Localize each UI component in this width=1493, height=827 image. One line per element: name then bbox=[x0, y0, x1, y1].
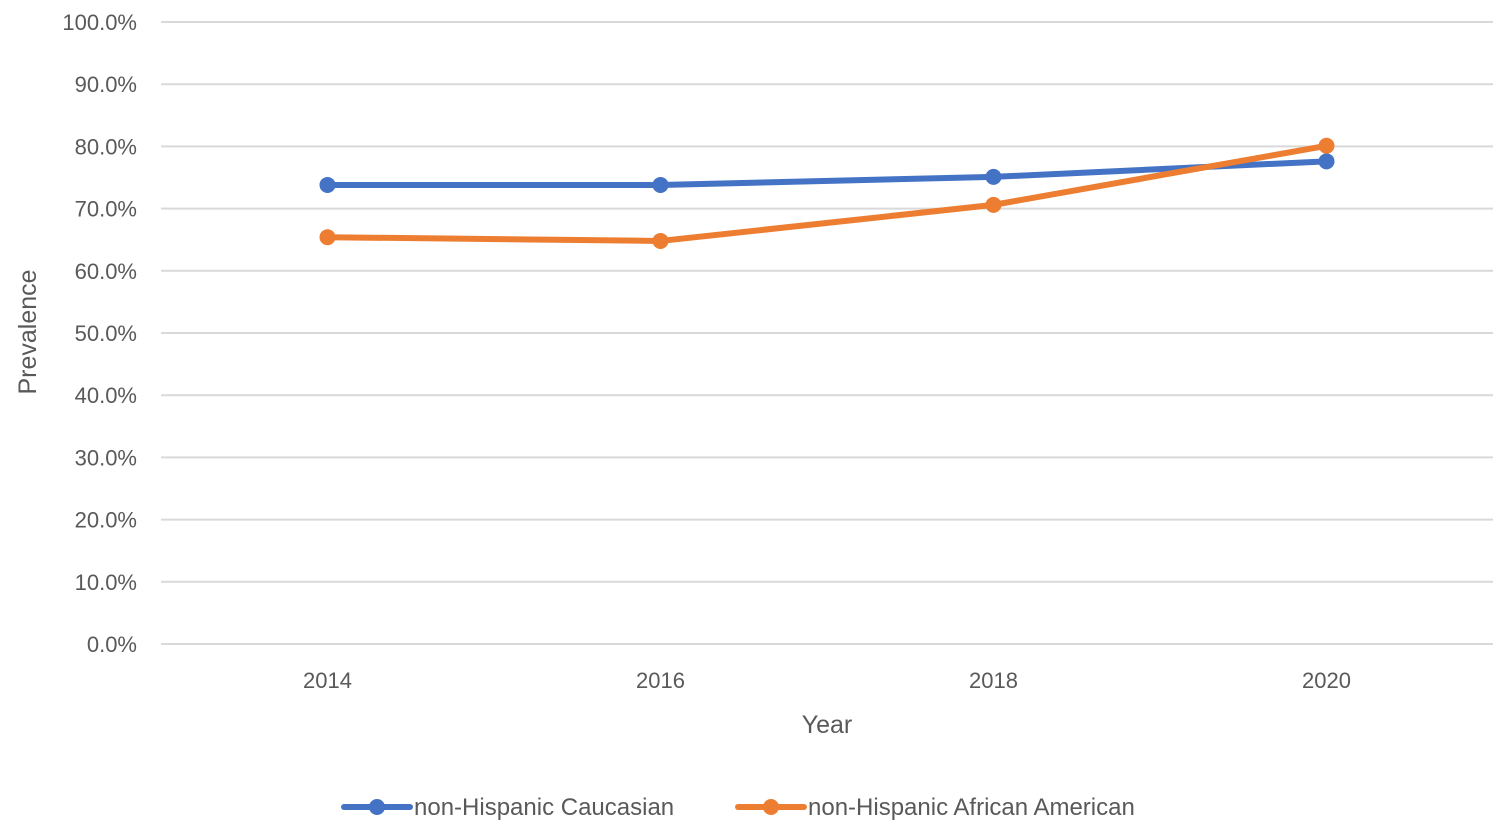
y-tick-label: 0.0% bbox=[87, 632, 137, 657]
gridlines bbox=[161, 21, 1493, 645]
legend-item-african-american: non-Hispanic African American bbox=[735, 794, 1135, 821]
y-tick-label: 30.0% bbox=[75, 445, 137, 470]
x-axis-ticks: 2014 2016 2018 2020 bbox=[303, 668, 1351, 693]
data-point bbox=[985, 168, 1002, 185]
y-tick-label: 50.0% bbox=[75, 321, 137, 346]
x-axis-title: Year bbox=[802, 711, 853, 739]
legend-swatch-marker bbox=[369, 799, 385, 815]
legend-label: non-Hispanic African American bbox=[808, 794, 1135, 821]
data-point bbox=[1318, 137, 1335, 154]
y-tick-label: 10.0% bbox=[75, 570, 137, 595]
legend-label: non-Hispanic Caucasian bbox=[414, 794, 674, 821]
y-axis-ticks: 0.0% 10.0% 20.0% 30.0% 40.0% 50.0% 60.0% 70.0% 8… bbox=[62, 10, 137, 657]
x-tick-label: 2018 bbox=[969, 668, 1018, 693]
y-tick-label: 100.0% bbox=[62, 10, 137, 35]
data-point bbox=[652, 232, 669, 249]
y-tick-label: 20.0% bbox=[75, 508, 137, 533]
x-tick-label: 2016 bbox=[636, 668, 685, 693]
y-tick-label: 90.0% bbox=[75, 72, 137, 97]
y-tick-label: 70.0% bbox=[75, 197, 137, 222]
legend-item-caucasian: non-Hispanic Caucasian bbox=[341, 794, 674, 821]
y-axis-title: Prevalence bbox=[14, 269, 42, 394]
data-point bbox=[985, 196, 1002, 213]
data-point bbox=[652, 176, 669, 193]
data-point bbox=[319, 229, 336, 246]
legend: non-Hispanic Caucasian non-Hispanic Afri… bbox=[341, 794, 1135, 821]
x-tick-label: 2014 bbox=[303, 668, 352, 693]
y-tick-label: 80.0% bbox=[75, 134, 137, 159]
series-line-0 bbox=[324, 158, 1330, 188]
y-tick-label: 60.0% bbox=[75, 259, 137, 284]
x-tick-label: 2020 bbox=[1302, 668, 1351, 693]
legend-swatch-marker bbox=[763, 799, 779, 815]
series-markers bbox=[319, 137, 1335, 249]
series-lines bbox=[324, 142, 1330, 244]
series-line-1 bbox=[324, 142, 1330, 244]
data-point bbox=[319, 176, 336, 193]
y-tick-label: 40.0% bbox=[75, 383, 137, 408]
data-point bbox=[1318, 153, 1335, 170]
